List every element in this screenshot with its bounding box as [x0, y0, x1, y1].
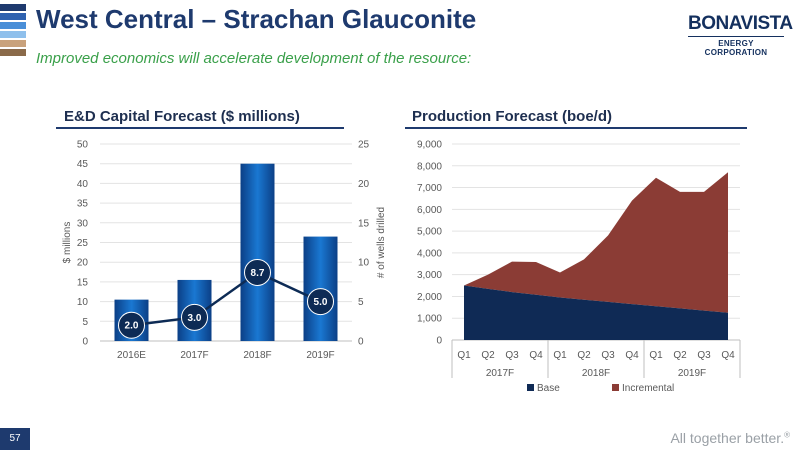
capital-ytick-left: 35	[77, 199, 89, 210]
production-chart-title-rule	[405, 127, 747, 129]
production-xtick-year: 2017F	[486, 368, 514, 379]
legend-label-base: Base	[537, 383, 560, 394]
logo-brand: BONAVISTA	[688, 13, 793, 34]
incremental-area	[464, 172, 728, 313]
capital-chart-title-rule	[56, 127, 344, 129]
production-ytick: 8,000	[417, 161, 442, 172]
production-ytick: 4,000	[417, 248, 442, 259]
capital-ytick-right: 25	[358, 140, 370, 151]
wells-drilled-label: 5.0	[314, 297, 328, 308]
production-xtick-quarter: Q4	[625, 350, 639, 361]
capital-ytick-left: 0	[82, 337, 88, 348]
production-ytick: 2,000	[417, 292, 442, 303]
production-ytick: 5,000	[417, 227, 442, 238]
production-xtick-year: 2019F	[678, 368, 706, 379]
production-ytick: 3,000	[417, 270, 442, 281]
capital-xtick: 2019F	[306, 350, 334, 361]
capital-ytick-left: 25	[77, 238, 89, 249]
wells-drilled-label: 2.0	[125, 321, 139, 332]
capital-ytick-left: 40	[77, 179, 89, 190]
wells-drilled-line	[131, 271, 322, 327]
wells-drilled-marker	[181, 303, 208, 331]
production-xtick-quarter: Q2	[481, 350, 495, 361]
capital-bar	[240, 163, 275, 341]
wells-drilled-label: 8.7	[251, 268, 265, 279]
capital-ytick-left: 30	[77, 218, 89, 229]
capital-ytick-left: 45	[77, 159, 89, 170]
capital-ytick-left: 15	[77, 277, 89, 288]
legend-swatch-incremental	[612, 384, 619, 391]
production-ytick: 6,000	[417, 205, 442, 216]
logo-subtitle: ENERGY CORPORATION	[688, 36, 784, 57]
legend-swatch-base	[527, 384, 534, 391]
capital-ytick-right: 10	[358, 258, 370, 269]
production-xtick-quarter: Q3	[697, 350, 711, 361]
production-xtick-quarter: Q1	[553, 350, 567, 361]
production-xtick-quarter: Q4	[721, 350, 735, 361]
capital-chart-title: E&D Capital Forecast ($ millions)	[64, 108, 300, 125]
wells-drilled-marker	[307, 288, 334, 316]
production-ytick: 0	[436, 336, 442, 347]
wells-drilled-marker	[118, 311, 145, 339]
capital-ytick-left: 20	[77, 258, 89, 269]
production-ytick: 9,000	[417, 140, 442, 151]
capital-ylabel-right: # of wells drilled	[376, 207, 387, 278]
company-logo: BONAVISTA ENERGY CORPORATION	[688, 13, 793, 57]
production-ytick: 1,000	[417, 314, 442, 325]
accent-stripe	[0, 40, 26, 47]
accent-stripe	[0, 49, 26, 56]
production-xtick-quarter: Q2	[673, 350, 687, 361]
production-xtick-quarter: Q4	[529, 350, 543, 361]
title-accent-stripes	[0, 4, 26, 58]
capital-xtick: 2016E	[117, 350, 146, 361]
wells-drilled-label: 3.0	[188, 313, 202, 324]
capital-ytick-right: 15	[358, 218, 370, 229]
production-xtick-quarter: Q1	[649, 350, 663, 361]
legend-label-incremental: Incremental	[622, 383, 674, 394]
wells-drilled-marker	[244, 258, 271, 286]
production-xtick-quarter: Q3	[601, 350, 615, 361]
tagline: All together better.®	[670, 430, 790, 446]
production-chart-title: Production Forecast (boe/d)	[412, 108, 613, 125]
accent-stripe	[0, 4, 26, 11]
accent-stripe	[0, 22, 26, 29]
accent-stripe	[0, 13, 26, 20]
slide-subtitle: Improved economics will accelerate devel…	[36, 50, 472, 67]
capital-ytick-right: 20	[358, 179, 370, 190]
page-number: 57	[0, 428, 30, 450]
accent-stripe	[0, 31, 26, 38]
slide-title: West Central – Strachan Glauconite	[36, 4, 477, 34]
tagline-text: All together better.	[670, 430, 785, 446]
capital-ytick-right: 5	[358, 297, 364, 308]
base-area	[464, 285, 728, 340]
capital-ytick-right: 0	[358, 337, 364, 348]
capital-ytick-left: 5	[82, 317, 88, 328]
production-xtick-quarter: Q3	[505, 350, 519, 361]
capital-ytick-left: 50	[77, 140, 89, 151]
production-xtick-quarter: Q2	[577, 350, 591, 361]
production-ytick: 7,000	[417, 183, 442, 194]
tagline-registered-mark: ®	[784, 430, 790, 440]
capital-xtick: 2017F	[180, 350, 208, 361]
capital-ytick-left: 10	[77, 297, 89, 308]
capital-xtick: 2018F	[243, 350, 271, 361]
capital-ylabel-left: $ millions	[62, 222, 73, 264]
production-xtick-year: 2018F	[582, 368, 610, 379]
production-xtick-quarter: Q1	[457, 350, 471, 361]
